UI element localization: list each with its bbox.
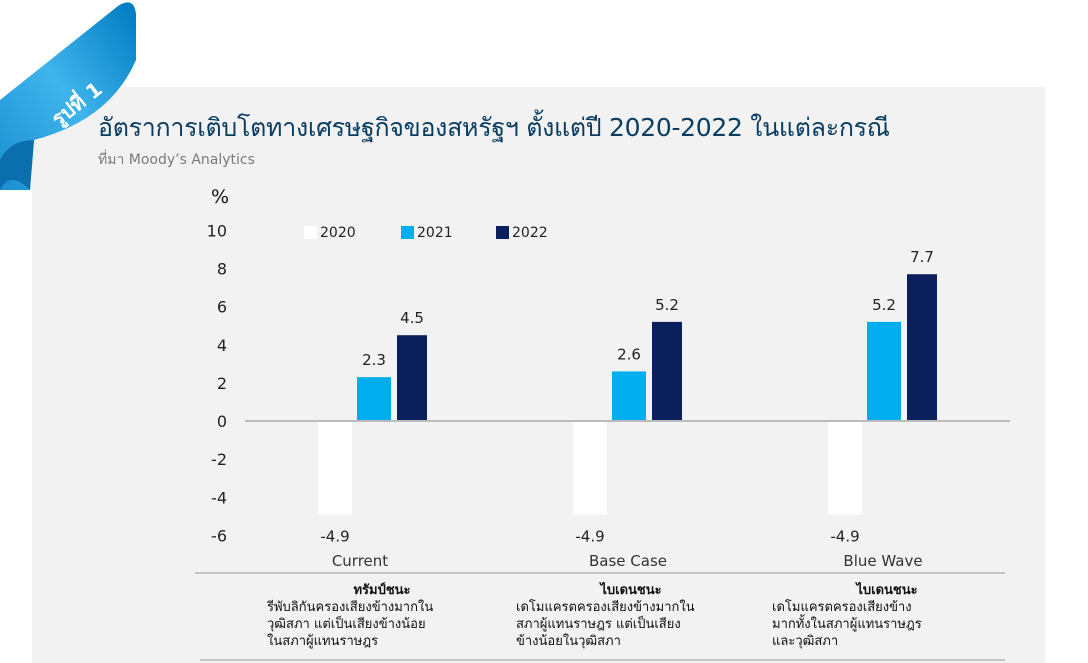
legend-swatch-2022 — [496, 226, 509, 239]
bar-2020 — [573, 421, 607, 515]
y-tick-label: -4 — [211, 488, 227, 507]
note-line: มากทั้งในสภาผู้แทนราษฎร — [772, 617, 922, 632]
data-label: 7.7 — [910, 248, 934, 266]
data-label: -4.9 — [320, 527, 349, 545]
figure-badge-ribbon: รูปที่ 1 — [0, 2, 136, 190]
note-heading: ทรัมป์ชนะ — [353, 583, 411, 598]
x-category-label: Blue Wave — [843, 552, 922, 570]
bar-2021 — [357, 377, 391, 421]
y-tick-label: 0 — [217, 412, 227, 431]
legend-swatch-2021 — [401, 226, 414, 239]
y-tick-label: -6 — [211, 526, 227, 545]
x-category-label: Current — [332, 552, 388, 570]
y-tick-label: -2 — [211, 450, 227, 469]
note-heading: ไบเดนชนะ — [600, 583, 662, 598]
legend-label-2022: 2022 — [512, 225, 548, 241]
note-blue-wave: ไบเดนชนะ เดโมแครตครองเสียงข้าง มากทั้งใน… — [772, 582, 1002, 650]
note-line: ข้างน้อยในวุฒิสภา — [516, 634, 621, 649]
data-label: -4.9 — [830, 527, 859, 545]
bar-2022 — [907, 274, 937, 421]
data-label: 4.5 — [400, 309, 424, 327]
chart-title: อัตราการเติบโตทางเศรษฐกิจของสหรัฐฯ ตั้งแ… — [98, 113, 890, 142]
legend-swatch-2020 — [304, 226, 317, 239]
note-heading: ไบเดนชนะ — [856, 583, 918, 598]
bar-2020 — [318, 421, 352, 515]
legend-label-2020: 2020 — [320, 225, 356, 241]
note-current: ทรัมป์ชนะ รีพับลิกันครองเสียงข้างมากใน ว… — [267, 582, 497, 650]
chart-source: ที่มา Moody’s Analytics — [98, 152, 255, 168]
note-line: เดโมแครตครองเสียงข้าง — [772, 600, 912, 615]
bar-2022 — [397, 335, 427, 421]
data-label: -4.9 — [575, 527, 604, 545]
data-label: 2.6 — [617, 345, 641, 363]
y-tick-label: 6 — [217, 298, 227, 317]
note-line: ในสภาผู้แทนราษฎร — [267, 634, 379, 649]
y-tick-label: 10 — [207, 221, 227, 240]
y-axis-label: % — [211, 186, 229, 208]
note-line: เดโมแครตครองเสียงข้างมากใน — [516, 600, 695, 615]
note-line: วุฒิสภา แต่เป็นเสียงข้างน้อย — [267, 617, 426, 632]
legend-label-2021: 2021 — [417, 225, 453, 241]
bar-2021 — [612, 371, 646, 421]
y-tick-label: 2 — [217, 374, 227, 393]
y-tick-label: 4 — [217, 336, 227, 355]
bar-2022 — [652, 321, 682, 421]
y-tick-label: 8 — [217, 260, 227, 279]
note-base-case: ไบเดนชนะ เดโมแครตครองเสียงข้างมากใน สภาผ… — [516, 582, 746, 650]
data-label: 5.2 — [872, 296, 896, 314]
x-category-label: Base Case — [589, 552, 667, 570]
data-label: 2.3 — [362, 351, 386, 369]
bar-2020 — [828, 421, 862, 515]
note-line: สภาผู้แทนราษฎร แต่เป็นเสียง — [516, 617, 681, 632]
note-line: รีพับลิกันครองเสียงข้างมากใน — [267, 600, 434, 615]
data-label: 5.2 — [655, 296, 679, 314]
note-line: และวุฒิสภา — [772, 634, 839, 649]
bar-2021 — [867, 321, 901, 421]
